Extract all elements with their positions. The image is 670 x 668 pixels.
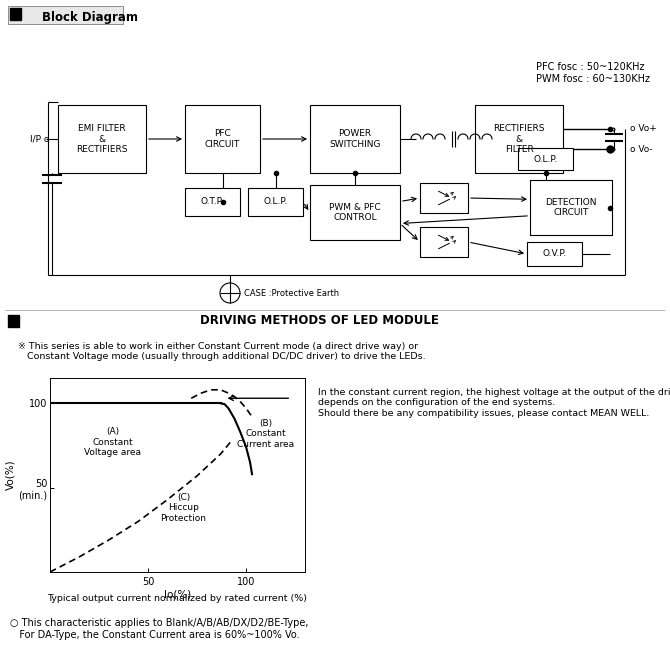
Bar (420, 183, 468, 213)
Text: PFC fosc : 50~120KHz
PWM fosc : 60~130KHz: PFC fosc : 50~120KHz PWM fosc : 60~130KH… (536, 62, 650, 84)
Text: O.L.P.: O.L.P. (263, 198, 287, 206)
Bar (185, 188, 240, 216)
Bar (475, 105, 563, 173)
Bar (8, 6, 123, 24)
Text: ○ This characteristic applies to Blank/A/B/AB/DX/D2/BE-Type,
   For DA-Type, the: ○ This characteristic applies to Blank/A… (10, 618, 308, 639)
Bar (420, 227, 468, 257)
Text: O.V.P.: O.V.P. (543, 250, 567, 259)
Text: Block Diagram: Block Diagram (42, 11, 138, 23)
Text: o Vo+: o Vo+ (630, 124, 657, 134)
Text: DRIVING METHODS OF LED MODULE: DRIVING METHODS OF LED MODULE (200, 315, 439, 327)
Text: Typical output current normalized by rated current (%): Typical output current normalized by rat… (48, 594, 308, 603)
Bar (10, 8, 21, 20)
Bar (530, 180, 612, 235)
Bar (527, 242, 582, 266)
Text: (A)
Constant
Voltage area: (A) Constant Voltage area (84, 428, 141, 457)
Text: ※ This series is able to work in either Constant Current mode (a direct drive wa: ※ This series is able to work in either … (18, 342, 425, 361)
Text: RECTIFIERS
&
FILTER: RECTIFIERS & FILTER (493, 124, 545, 154)
Text: POWER
SWITCHING: POWER SWITCHING (329, 130, 381, 149)
Bar (58, 105, 146, 173)
Text: I/P o: I/P o (30, 134, 50, 144)
Text: o Vo-: o Vo- (630, 145, 653, 154)
Text: EMI FILTER
&
RECTIFIERS: EMI FILTER & RECTIFIERS (76, 124, 128, 154)
Bar (310, 105, 400, 173)
Bar (518, 148, 573, 170)
Bar (248, 188, 303, 216)
Text: PFC
CIRCUIT: PFC CIRCUIT (205, 130, 240, 149)
Text: In the constant current region, the highest voltage at the output of the driver
: In the constant current region, the high… (318, 388, 670, 418)
Bar (310, 185, 400, 240)
Text: (C)
Hiccup
Protection: (C) Hiccup Protection (160, 493, 206, 523)
Text: DETECTION
CIRCUIT: DETECTION CIRCUIT (545, 198, 597, 217)
Bar (185, 105, 260, 173)
Text: PWM & PFC
CONTROL: PWM & PFC CONTROL (329, 203, 381, 222)
Text: O.L.P.: O.L.P. (533, 154, 557, 164)
Text: CASE :Protective Earth: CASE :Protective Earth (244, 289, 339, 297)
Text: O.T.P.: O.T.P. (201, 198, 224, 206)
Bar (8, 315, 19, 327)
Text: (B)
Constant
Current area: (B) Constant Current area (237, 419, 294, 449)
Y-axis label: Vo(%): Vo(%) (5, 460, 15, 490)
X-axis label: Io(%): Io(%) (164, 590, 191, 600)
